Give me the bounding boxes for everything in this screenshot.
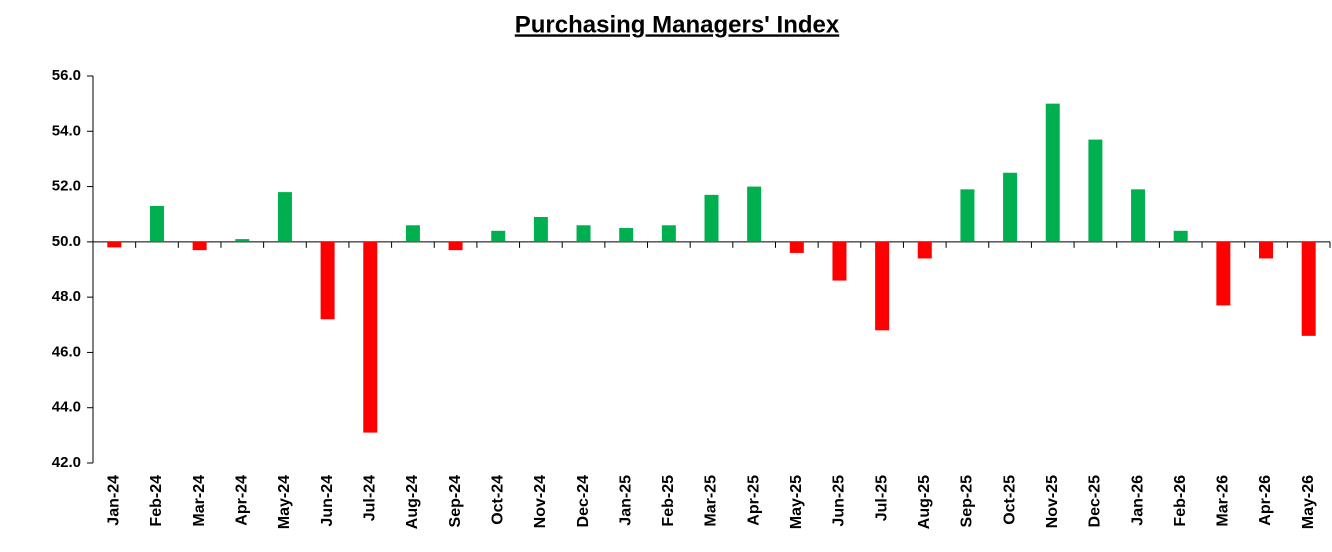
- x-tick-label: Oct-24: [489, 475, 506, 525]
- x-tick-label: May-24: [276, 475, 293, 529]
- x-tick-label: Sep-24: [447, 475, 464, 528]
- x-tick-label: Mar-26: [1215, 475, 1232, 527]
- y-tick-label: 50.0: [52, 233, 81, 250]
- bar: [960, 189, 975, 242]
- bar: [448, 241, 463, 251]
- bar: [875, 241, 890, 331]
- x-tick-label: Nov-25: [1044, 475, 1061, 528]
- chart-title: Purchasing Managers' Index: [515, 11, 840, 38]
- bar: [192, 241, 207, 251]
- bar: [320, 241, 335, 320]
- bar: [576, 225, 591, 242]
- bar: [917, 241, 932, 259]
- y-tick-label: 52.0: [52, 178, 81, 195]
- x-tick-label: Aug-25: [916, 475, 933, 529]
- bar: [533, 216, 548, 242]
- x-tick-label: Mar-24: [191, 475, 208, 527]
- x-tick-label: Jun-24: [319, 475, 336, 527]
- bar: [1173, 230, 1188, 242]
- bar: [1045, 103, 1060, 242]
- x-tick-label: Oct-25: [1001, 475, 1018, 525]
- bar: [235, 239, 250, 242]
- y-tick-label: 56.0: [52, 67, 81, 84]
- x-tick-label: Dec-25: [1087, 475, 1104, 528]
- x-tick-label: Feb-25: [660, 475, 677, 527]
- bar: [1259, 241, 1274, 259]
- x-tick-label: Dec-24: [575, 475, 592, 528]
- y-tick-label: 42.0: [52, 454, 81, 471]
- x-tick-label: Aug-24: [404, 475, 421, 529]
- x-tick-label: Sep-25: [959, 475, 976, 528]
- x-tick-label: Apr-24: [234, 475, 251, 526]
- bar: [491, 230, 506, 242]
- x-tick-label: Jul-24: [361, 475, 378, 521]
- x-tick-label: Jul-25: [873, 475, 890, 521]
- x-tick-label: Feb-24: [148, 475, 165, 527]
- bar: [1003, 172, 1018, 242]
- x-tick-label: May-25: [788, 475, 805, 529]
- bar: [107, 241, 122, 248]
- bar: [789, 241, 804, 253]
- bar: [1216, 241, 1231, 306]
- bar: [704, 194, 719, 242]
- x-tick-label: Jun-25: [831, 475, 848, 527]
- bar: [149, 205, 164, 242]
- bar: [363, 241, 378, 433]
- x-tick-label: May-26: [1300, 475, 1317, 529]
- x-tick-label: Jan-26: [1129, 475, 1146, 526]
- bar: [832, 241, 847, 281]
- bar: [1131, 189, 1146, 242]
- x-tick-label: Nov-24: [532, 475, 549, 528]
- x-tick-label: Mar-25: [703, 475, 720, 527]
- bar: [747, 186, 762, 242]
- bar: [1301, 241, 1316, 336]
- bar: [661, 225, 676, 242]
- y-tick-label: 46.0: [52, 343, 81, 360]
- y-tick-label: 44.0: [52, 399, 81, 416]
- bar: [1088, 139, 1103, 242]
- y-tick-label: 48.0: [52, 288, 81, 305]
- x-tick-label: Jan-25: [617, 475, 634, 526]
- x-tick-label: Jan-24: [106, 475, 123, 526]
- bar: [619, 228, 634, 242]
- bar: [405, 225, 420, 242]
- x-tick-label: Feb-26: [1172, 475, 1189, 527]
- x-tick-label: Apr-26: [1257, 475, 1274, 526]
- x-tick-label: Apr-25: [745, 475, 762, 526]
- y-tick-label: 54.0: [52, 122, 81, 139]
- bar: [277, 192, 292, 242]
